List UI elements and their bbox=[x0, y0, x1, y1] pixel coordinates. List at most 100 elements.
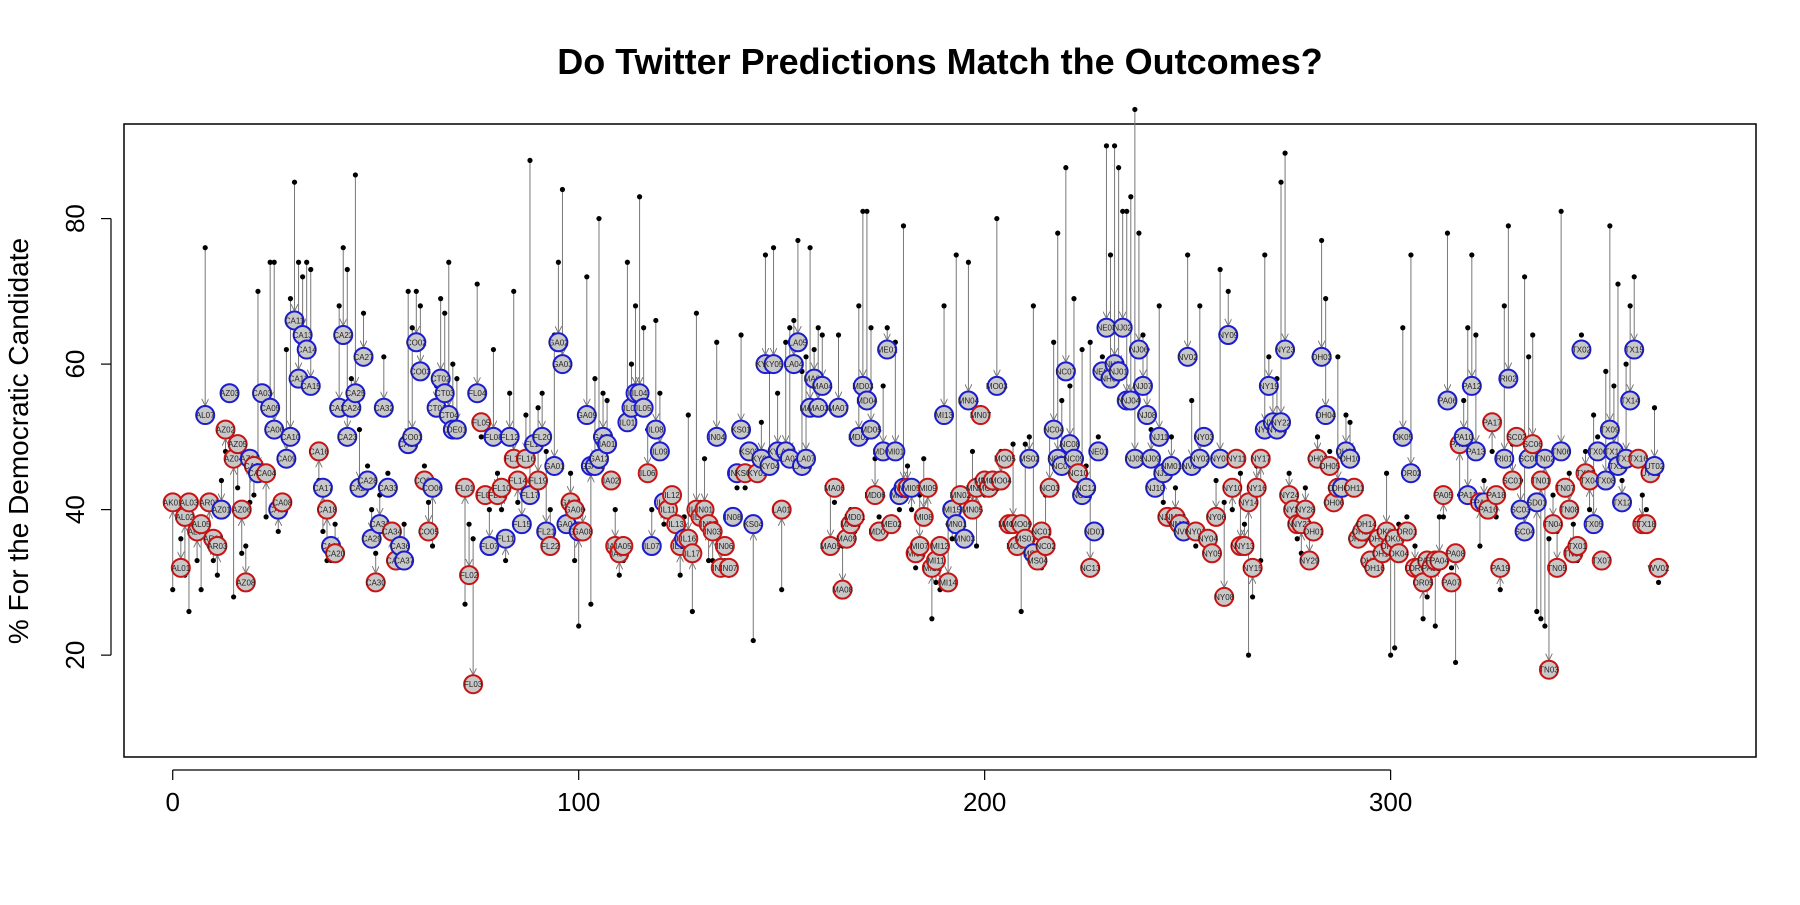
outcome-point-label: MD08 bbox=[872, 447, 894, 456]
prediction-point bbox=[231, 594, 237, 600]
prediction-point bbox=[1302, 485, 1308, 491]
outcome-point-label: MI15 bbox=[943, 506, 961, 515]
prediction-point bbox=[555, 259, 561, 265]
outcome-point-label: NV01 bbox=[1174, 527, 1195, 536]
outcome-point-label: SC05 bbox=[1519, 455, 1540, 464]
prediction-point bbox=[1595, 434, 1601, 440]
outcome-marker bbox=[1275, 339, 1296, 360]
outcome-point-label: NY04 bbox=[1198, 535, 1219, 544]
outcome-marker bbox=[808, 397, 829, 418]
prediction-point bbox=[527, 157, 533, 163]
outcome-point-label: NE02 bbox=[1092, 367, 1113, 376]
outcome-marker bbox=[731, 419, 752, 440]
prediction-point bbox=[255, 288, 261, 294]
outcome-marker bbox=[1039, 477, 1060, 498]
outcome-marker bbox=[613, 536, 634, 556]
outcome-marker bbox=[308, 441, 329, 462]
prediction-point bbox=[1655, 579, 1662, 585]
outcome-point-label: CA31 bbox=[370, 520, 391, 529]
outcome-point-label: TN05 bbox=[1547, 564, 1567, 573]
outcome-point-label: CA08 bbox=[272, 498, 293, 507]
outcome-point-label: MA07 bbox=[828, 404, 849, 413]
outcome-point-label: NJ06 bbox=[1130, 346, 1149, 355]
outcome-marker bbox=[1202, 543, 1222, 564]
prediction-point bbox=[616, 572, 622, 578]
prediction-point bbox=[515, 499, 521, 505]
prediction-point bbox=[1099, 354, 1105, 360]
outcome-marker bbox=[1084, 521, 1105, 542]
outcome-point-label: KY05 bbox=[764, 360, 784, 369]
outcome-point-label: PA16 bbox=[1479, 506, 1499, 515]
outcome-point-label: OH18 bbox=[1372, 549, 1393, 558]
outcome-marker bbox=[1295, 499, 1316, 520]
outcome-marker bbox=[1486, 485, 1507, 506]
outcome-point-label: MS01 bbox=[1015, 535, 1036, 544]
outcome-point-label: MN05 bbox=[962, 506, 984, 515]
outcome-point-label: FL16 bbox=[517, 455, 536, 464]
outcome-point-label: IL17 bbox=[685, 549, 701, 558]
prediction-point bbox=[267, 259, 273, 265]
outcome-point-label: PA11 bbox=[1459, 491, 1478, 500]
outcome-point-label: IN06 bbox=[716, 542, 733, 551]
outcome-marker bbox=[325, 543, 346, 564]
outcome-marker bbox=[564, 499, 585, 520]
outcome-marker bbox=[885, 441, 906, 462]
outcome-marker bbox=[877, 339, 898, 360]
outcome-point-label: OH10 bbox=[1340, 455, 1361, 464]
outcome-marker bbox=[714, 536, 735, 556]
outcome-point-label: TX05 bbox=[1584, 520, 1604, 529]
outcome-marker bbox=[1344, 477, 1365, 498]
outcome-marker bbox=[1189, 448, 1210, 469]
outcome-marker bbox=[645, 419, 666, 440]
outcome-marker bbox=[1035, 536, 1056, 556]
outcome-marker bbox=[434, 383, 455, 404]
prediction-point bbox=[913, 565, 919, 571]
prediction-point bbox=[1213, 477, 1219, 484]
x-tick-label: 0 bbox=[165, 787, 179, 817]
outcome-point-label: TX06 bbox=[1588, 447, 1608, 456]
prediction-point bbox=[535, 405, 541, 411]
outcome-point-label: MI14 bbox=[939, 578, 957, 587]
prediction-point bbox=[1603, 368, 1609, 374]
outcome-point-label: NV03 bbox=[1182, 462, 1203, 471]
outcome-point-label: OR02 bbox=[1400, 469, 1421, 478]
outcome-marker bbox=[260, 397, 281, 418]
outcome-point-label: CA10 bbox=[280, 433, 301, 442]
outcome-marker bbox=[1538, 659, 1559, 680]
outcome-point-label: FL18 bbox=[525, 440, 544, 449]
outcome-point-label: NJ10 bbox=[1146, 484, 1165, 493]
prediction-point bbox=[198, 587, 204, 593]
outcome-point-label: FL07 bbox=[480, 542, 499, 551]
prediction-point bbox=[994, 215, 1000, 222]
outcome-point-label: MA09 bbox=[836, 535, 857, 544]
outcome-point-label: OH05 bbox=[1319, 462, 1340, 471]
outcome-point-label: SD01 bbox=[1527, 498, 1548, 507]
outcome-point-label: TX09 bbox=[1600, 426, 1620, 435]
outcome-point-label: GA09 bbox=[577, 411, 598, 420]
outcome-marker bbox=[418, 521, 439, 542]
prediction-point bbox=[275, 528, 281, 535]
prediction-point bbox=[1087, 339, 1093, 345]
outcome-point-label: TX08 bbox=[1596, 477, 1616, 486]
outcome-point-label: NY14 bbox=[1239, 498, 1260, 507]
outcome-marker bbox=[1319, 455, 1340, 476]
outcome-marker bbox=[1510, 499, 1531, 520]
outcome-marker bbox=[856, 390, 877, 411]
outcome-point-label: NY29 bbox=[1299, 557, 1320, 566]
outcome-point-label: SC06 bbox=[1523, 440, 1544, 449]
outcome-point-label: NJ07 bbox=[1134, 382, 1153, 391]
prediction-point bbox=[251, 492, 257, 498]
prediction-point bbox=[1160, 499, 1166, 505]
prediction-point bbox=[1347, 419, 1353, 425]
outcome-point-label: TX04 bbox=[1580, 477, 1600, 486]
outcome-point-label: NJ11 bbox=[1150, 433, 1169, 442]
prediction-point bbox=[543, 448, 549, 455]
prediction-point bbox=[807, 245, 813, 251]
prediction-point bbox=[413, 288, 419, 294]
outcome-point-label: OK05 bbox=[1393, 433, 1414, 442]
outcome-point-label: AZ04 bbox=[224, 455, 244, 464]
outcome-marker bbox=[337, 426, 358, 447]
prediction-point bbox=[446, 259, 452, 265]
outcome-point-label: OH04 bbox=[1315, 411, 1336, 420]
outcome-point-label: PA13 bbox=[1466, 447, 1486, 456]
